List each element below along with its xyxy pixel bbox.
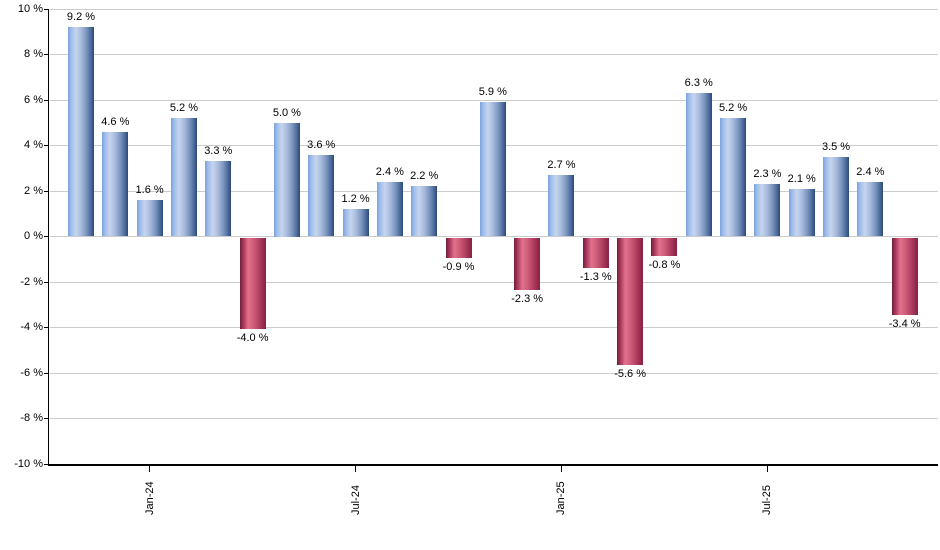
gridline: [50, 372, 938, 374]
bar-value-label: 5.2 %: [169, 102, 199, 115]
bar-positive: [102, 131, 129, 237]
bar-value-label: 2.4 %: [856, 165, 885, 178]
y-axis-tick: [43, 54, 49, 55]
bar-positive: [136, 200, 163, 237]
bar-value-label: -4.0 %: [236, 332, 269, 344]
bar-positive: [788, 188, 815, 237]
y-axis-tick-label: 10 %: [17, 2, 43, 15]
bar-value-label: 3.3 %: [204, 145, 233, 158]
y-axis-tick-label: -8 %: [20, 412, 43, 424]
bar-value-label: 3.5 %: [821, 140, 851, 153]
bar-positive: [68, 27, 94, 237]
bar-positive: [720, 118, 747, 237]
y-axis-tick-label: 4 %: [24, 139, 43, 151]
x-axis-tick: [766, 465, 768, 472]
x-axis-tick-label: Jul-24: [349, 485, 362, 515]
bar-positive: [685, 93, 712, 237]
x-axis-tick: [560, 465, 562, 472]
bar-value-label: 4.6 %: [101, 115, 130, 128]
y-axis-tick: [43, 145, 49, 146]
bar-positive: [479, 102, 506, 237]
y-axis-tick: [43, 327, 49, 328]
bar-value-label: -3.4 %: [888, 318, 921, 331]
bar-value-label: 5.0 %: [272, 106, 301, 119]
bar-positive: [823, 156, 850, 237]
x-axis-tick: [149, 465, 151, 472]
y-axis-tick-label: 0 %: [24, 230, 43, 242]
bar-value-label: 5.9 %: [478, 86, 507, 99]
x-axis: [47, 464, 938, 466]
bar-negative: [651, 238, 678, 257]
y-axis-tick: [43, 372, 49, 374]
bar-positive: [411, 186, 438, 237]
bar-value-label: 1.2 %: [341, 193, 370, 206]
bar-positive: [342, 209, 369, 237]
bar-positive: [205, 161, 232, 237]
bar-value-label: 9.2 %: [66, 11, 96, 24]
gridline: [50, 281, 938, 283]
bar-value-label: 2.4 %: [375, 165, 404, 178]
bar-negative: [514, 238, 541, 291]
bar-value-label: -0.9 %: [442, 261, 475, 274]
gridline: [50, 236, 938, 237]
bar-value-label: -1.3 %: [579, 270, 612, 283]
y-axis-tick-label: 6 %: [24, 93, 43, 106]
bar-positive: [273, 122, 300, 237]
bar-value-label: 2.3 %: [753, 168, 782, 181]
y-axis-tick-label: -2 %: [20, 275, 43, 288]
y-axis-tick: [43, 99, 49, 101]
bar-value-label: 1.6 %: [135, 184, 164, 197]
bar-value-label: -5.6 %: [614, 368, 646, 381]
y-axis-tick: [43, 418, 49, 419]
bar-value-label: 2.2 %: [410, 170, 439, 183]
y-axis-tick: [43, 236, 49, 237]
gridline: [50, 327, 938, 328]
bar-value-label: 6.3 %: [684, 77, 713, 90]
bar-value-label: -0.8 %: [648, 259, 681, 272]
bar-value-label: 2.7 %: [547, 159, 576, 172]
bar-value-label: 5.2 %: [719, 102, 748, 115]
y-axis-tick: [43, 190, 49, 192]
y-axis-tick-label: -6 %: [20, 366, 43, 379]
bar-value-label: 2.1 %: [787, 172, 816, 185]
bar-positive: [376, 181, 403, 237]
bar-positive: [308, 154, 335, 237]
x-axis-tick-label: Jul-25: [761, 485, 774, 515]
y-axis: [47, 9, 50, 466]
bar-negative: [239, 238, 266, 329]
x-axis-tick-label: Jan-24: [143, 481, 156, 515]
x-axis-tick-label: Jan-25: [555, 481, 568, 515]
y-axis-tick: [43, 8, 49, 10]
bar-negative: [617, 238, 644, 366]
y-axis-tick: [43, 463, 49, 465]
bar-positive: [170, 118, 197, 237]
bar-positive: [754, 184, 781, 237]
y-axis-tick-label: -10 %: [14, 457, 43, 470]
bar-value-label: -2.3 %: [511, 293, 544, 306]
x-axis-tick: [355, 465, 357, 472]
gridline: [50, 8, 938, 10]
bar-negative: [582, 238, 609, 268]
bar-value-label: 3.6 %: [307, 138, 336, 151]
bar-positive: [548, 175, 575, 237]
y-axis-tick-label: 8 %: [24, 48, 43, 60]
bar-positive: [857, 181, 884, 237]
y-axis-tick: [43, 281, 49, 283]
y-axis-tick-label: 2 %: [24, 184, 43, 197]
gridline: [50, 54, 938, 55]
y-axis-tick-label: -4 %: [20, 321, 43, 333]
bar-negative: [891, 238, 918, 316]
gridline: [50, 99, 938, 101]
gridline: [50, 418, 938, 419]
bar-negative: [445, 238, 472, 259]
